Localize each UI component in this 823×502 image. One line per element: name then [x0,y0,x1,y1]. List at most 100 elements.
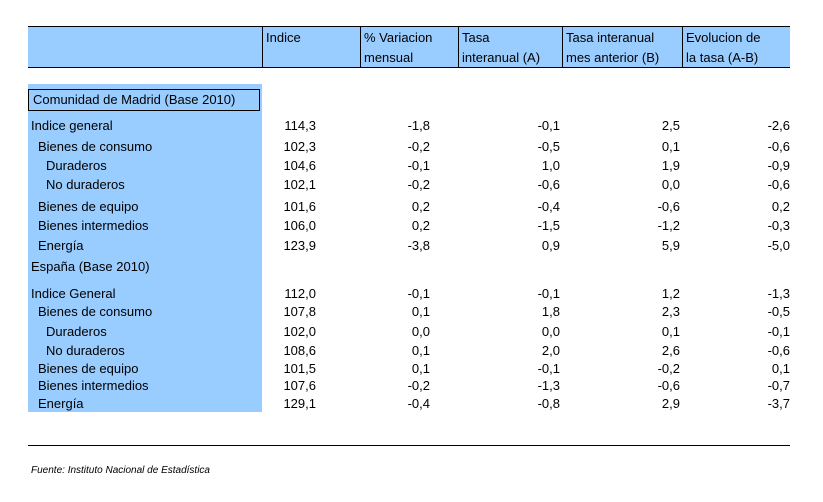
cell-variacion: -0,2 [407,177,430,192]
row-label: Duraderos [46,158,107,173]
cell-variacion: -0,2 [407,378,430,393]
cell-tasa-anterior: -0,6 [657,199,680,214]
cell-tasa: -1,5 [537,218,560,233]
section-title-madrid: Comunidad de Madrid (Base 2010) [28,89,260,111]
cell-indice: 129,1 [283,396,316,411]
row-label: Bienes de equipo [38,199,139,214]
cell-indice: 114,3 [284,118,316,133]
source-note: Fuente: Instituto Nacional de Estadístic… [31,465,210,476]
cell-variacion: 0,2 [411,218,430,233]
cell-evolucion: -0,6 [767,343,790,358]
header-variacion-line2: mensual [364,50,414,65]
cell-evolucion: -0,7 [767,378,790,393]
cell-indice: 102,0 [283,324,316,339]
header-evolucion: Evolucion de la tasa (A-B) [682,27,790,67]
table-row: Bienes de consumo 107,8 0,1 1,8 2,3 -0,5 [0,303,823,321]
cell-variacion: -1,8 [407,118,430,133]
cell-evolucion: -0,1 [767,324,790,339]
header-tasa-anterior-line1: Tasa interanual [566,30,655,45]
header-tasa-line1: Tasa [462,30,490,45]
cell-indice: 107,8 [283,304,316,319]
cell-tasa: 1,8 [541,304,560,319]
cell-tasa: -0,4 [537,199,560,214]
cell-evolucion: -0,5 [767,304,790,319]
header-indice: Indice [262,27,360,67]
cell-tasa-anterior: 0,0 [661,177,680,192]
cell-evolucion: -5,0 [767,238,790,253]
cell-evolucion: 0,1 [771,361,790,376]
cell-indice: 107,6 [283,378,316,393]
table-row: Indice general 114,3 -1,8 -0,1 2,5 -2,6 [0,117,823,135]
cell-tasa: 0,0 [541,324,560,339]
cell-tasa: -0,1 [537,286,560,301]
cell-evolucion: 0,2 [771,199,790,214]
header-evolucion-line1: Evolucion de [686,30,761,45]
table-header: Indice % Variacion mensual Tasa interanu… [28,26,790,68]
cell-evolucion: -0,6 [767,177,790,192]
cell-indice: 101,5 [283,361,316,376]
cell-tasa: 1,0 [541,158,560,173]
label-column-background [28,84,262,412]
header-variacion-line1: % Variacion [364,30,433,45]
cell-indice: 104,6 [283,158,316,173]
cell-indice: 112,0 [284,286,316,301]
table-row: Energía 129,1 -0,4 -0,8 2,9 -3,7 [0,395,823,413]
row-label: Indice General [31,286,116,301]
row-label: Bienes intermedios [38,218,149,233]
cell-evolucion: -3,7 [767,396,790,411]
cell-variacion: 0,1 [411,304,430,319]
cell-variacion: -0,2 [407,139,430,154]
cell-variacion: 0,2 [411,199,430,214]
cell-indice: 123,9 [283,238,316,253]
cell-tasa: 0,9 [541,238,560,253]
row-label: Bienes de consumo [38,304,153,319]
cell-variacion: -3,8 [407,238,430,253]
table-row: Bienes intermedios 106,0 0,2 -1,5 -1,2 -0,3 [0,217,823,235]
header-variacion: % Variacion mensual [360,27,460,67]
cell-variacion: -0,1 [407,158,430,173]
header-tasa-anterior-line2: mes anterior (B) [566,50,660,65]
cell-variacion: 0,0 [411,324,430,339]
header-evolucion-line2: la tasa (A-B) [686,50,759,65]
table-row: Bienes de equipo 101,5 0,1 -0,1 -0,2 0,1 [0,360,823,378]
table-row: Bienes de consumo 102,3 -0,2 -0,5 0,1 -0,6 [0,138,823,156]
header-indice-label: Indice [266,30,301,45]
row-label: Energía [38,396,84,411]
cell-indice: 101,6 [283,199,316,214]
cell-evolucion: -2,6 [767,118,790,133]
row-label: Indice general [31,118,113,133]
cell-tasa-anterior: 2,3 [661,304,680,319]
cell-tasa-anterior: 0,1 [661,324,680,339]
cell-indice: 106,0 [283,218,316,233]
cell-tasa-anterior: -1,2 [657,218,680,233]
cell-tasa: -0,1 [537,361,560,376]
cell-variacion: 0,1 [411,361,430,376]
header-tasa-line2: interanual (A) [462,50,541,65]
cell-tasa-anterior: 2,9 [661,396,680,411]
section-title-espana: España (Base 2010) [31,259,150,274]
row-label: Bienes de consumo [38,139,153,154]
cell-tasa: -0,5 [537,139,560,154]
cell-tasa-anterior: 1,9 [661,158,680,173]
cell-variacion: -0,4 [407,396,430,411]
cell-evolucion: -0,9 [767,158,790,173]
cell-tasa-anterior: 0,1 [661,139,680,154]
cell-tasa: -0,6 [537,177,560,192]
cell-tasa-anterior: -0,6 [657,378,680,393]
table-row: Duraderos 102,0 0,0 0,0 0,1 -0,1 [0,323,823,341]
cell-variacion: -0,1 [407,286,430,301]
cell-tasa: -0,8 [537,396,560,411]
cell-tasa: 2,0 [541,343,560,358]
cell-tasa-anterior: -0,2 [657,361,680,376]
table-row: Duraderos 104,6 -0,1 1,0 1,9 -0,9 [0,157,823,175]
cell-tasa: -1,3 [537,378,560,393]
table-row: No duraderos 102,1 -0,2 -0,6 0,0 -0,6 [0,176,823,194]
header-tasa-anterior: Tasa interanual mes anterior (B) [562,27,682,67]
table-row: Indice General 112,0 -0,1 -0,1 1,2 -1,3 [0,285,823,303]
cell-evolucion: -0,3 [767,218,790,233]
row-label: Bienes intermedios [38,378,149,393]
row-label: No duraderos [46,177,125,192]
cell-evolucion: -0,6 [767,139,790,154]
cell-tasa-anterior: 2,5 [661,118,680,133]
cell-variacion: 0,1 [411,343,430,358]
